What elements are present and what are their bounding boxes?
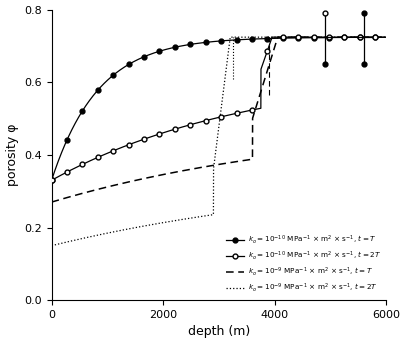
Legend: $k_o =10^{-10}$ MPa$^{-1}$ $\times$ m$^2$ $\times$ s$^{-1}$, $t = T$, $k_o =10^{: $k_o =10^{-10}$ MPa$^{-1}$ $\times$ m$^2… [223, 232, 382, 297]
Y-axis label: porosity φ: porosity φ [6, 123, 19, 186]
X-axis label: depth (m): depth (m) [188, 325, 249, 338]
